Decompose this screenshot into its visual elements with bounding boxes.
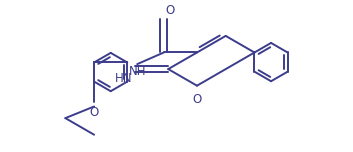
Text: HN: HN	[115, 72, 132, 85]
Text: O: O	[166, 4, 175, 17]
Text: NH: NH	[129, 65, 146, 78]
Text: O: O	[192, 93, 202, 106]
Text: O: O	[89, 105, 99, 119]
